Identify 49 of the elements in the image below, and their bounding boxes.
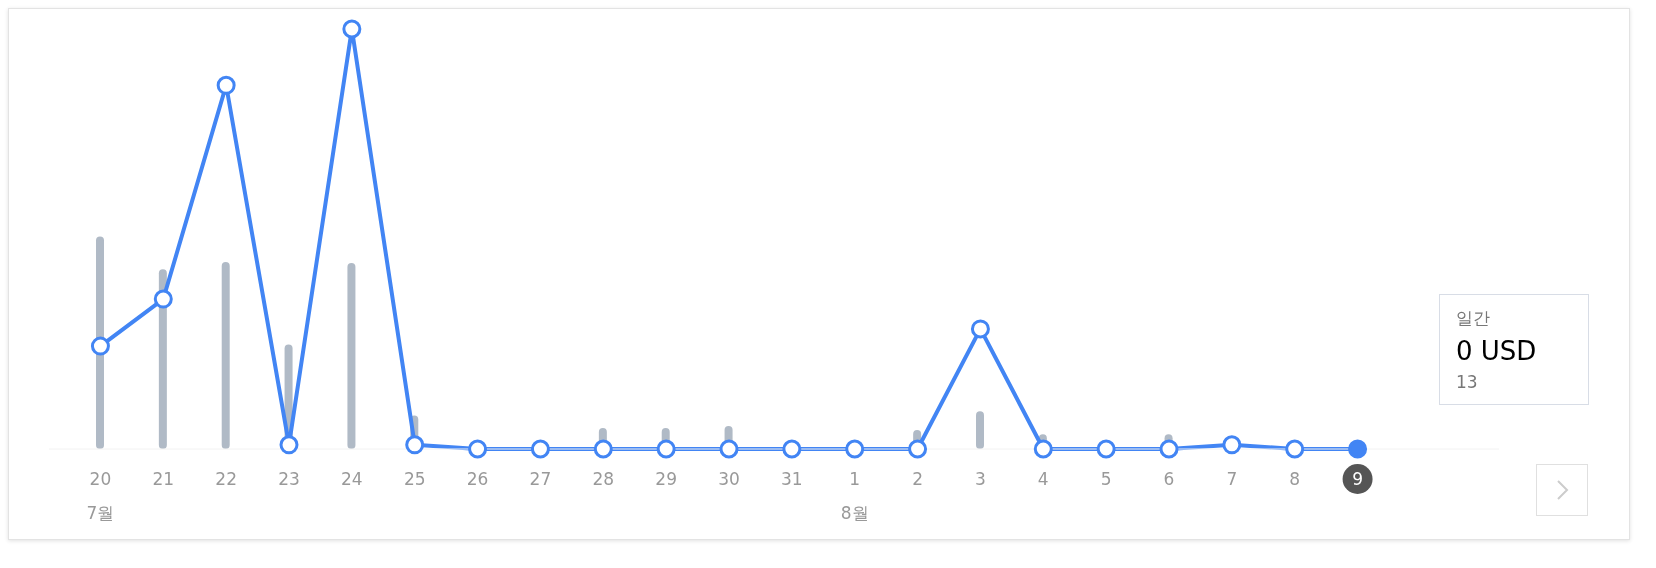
- x-tick-label: 24: [341, 469, 363, 489]
- bar: [347, 262, 356, 449]
- x-tick-label: 29: [655, 469, 677, 489]
- point: [216, 75, 236, 95]
- x-tick-label: 20: [89, 469, 112, 489]
- bar: [221, 262, 230, 449]
- x-tick-label: 31: [781, 469, 803, 489]
- point: [593, 439, 613, 459]
- text: 8월: [840, 503, 869, 523]
- bar: [976, 411, 984, 449]
- x-tick-label: 23: [278, 469, 300, 489]
- point: [1033, 439, 1053, 459]
- point: [845, 439, 865, 459]
- point: [342, 19, 362, 39]
- tooltip-box: 일간 0 USD 13: [1439, 294, 1589, 405]
- point: [970, 319, 990, 339]
- point: [153, 289, 173, 309]
- point: [90, 336, 110, 356]
- point: [1159, 439, 1179, 459]
- point: [279, 435, 299, 455]
- x-tick-label: 5: [1100, 469, 1112, 489]
- x-tick-label: 28: [592, 469, 615, 489]
- point: [530, 439, 550, 459]
- point: [1285, 439, 1305, 459]
- point: [719, 439, 739, 459]
- text: 7월: [86, 503, 115, 523]
- x-tick-label: 4: [1037, 469, 1049, 489]
- x-tick-label: 2: [912, 469, 923, 489]
- point: [1096, 439, 1116, 459]
- point: [405, 435, 425, 455]
- x-tick-label: 9: [1352, 469, 1363, 489]
- x-tick-label: 26: [466, 469, 489, 489]
- bar: [96, 236, 104, 449]
- x-tick-label: 8: [1289, 469, 1301, 489]
- x-tick-label: 1: [849, 469, 861, 489]
- point: [908, 439, 928, 459]
- x-tick-label: 7: [1226, 469, 1238, 489]
- point: [1222, 435, 1242, 455]
- x-tick-label: 3: [975, 469, 986, 489]
- point: [656, 439, 676, 459]
- point: [468, 439, 488, 459]
- x-tick-label: 27: [529, 469, 552, 489]
- x-tick-label: 25: [403, 469, 426, 489]
- x-tick-label: 6: [1163, 469, 1175, 489]
- point: [782, 439, 802, 459]
- x-tick-label: 30: [718, 469, 740, 489]
- point: [1348, 439, 1368, 459]
- x-tick-label: 22: [215, 469, 237, 489]
- x-tick-label: 21: [152, 469, 175, 489]
